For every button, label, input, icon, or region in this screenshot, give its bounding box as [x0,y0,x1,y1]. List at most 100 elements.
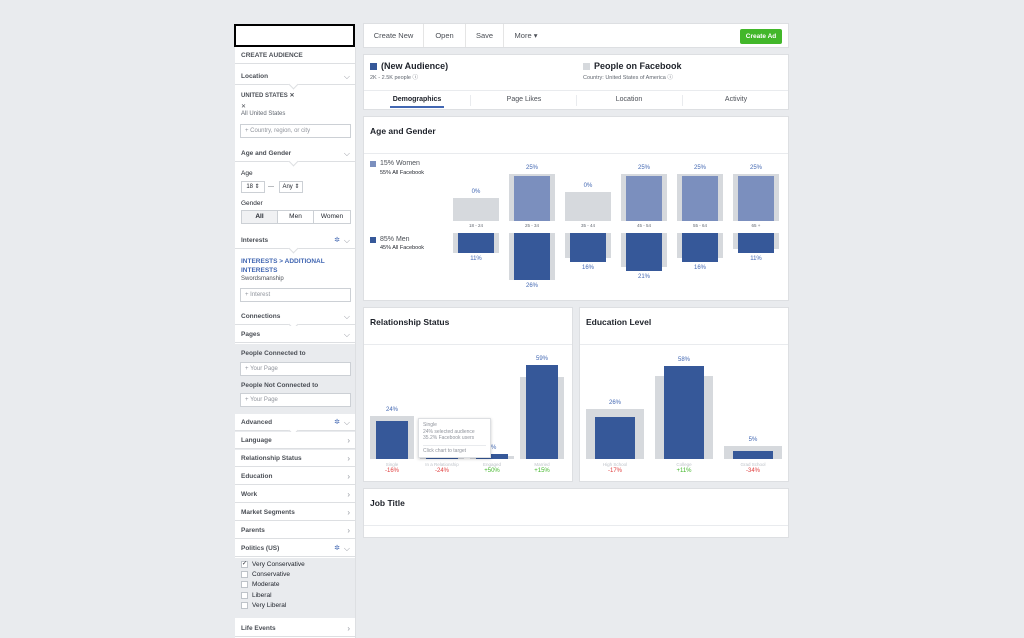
men-bar[interactable] [570,233,606,262]
tab-page-likes[interactable]: Page Likes [506,96,542,103]
remove-country-icon[interactable]: ✕ [289,93,295,99]
card-divider [364,344,572,345]
gender-label: Gender [241,200,263,207]
politics-option-label: Very Liberal [252,602,287,610]
change-label: +50% [484,468,500,474]
chevron-down-icon: ⌵ [343,330,350,339]
politics-option[interactable]: ✓ Very Conservative [241,561,305,568]
section-label: Location [241,73,269,80]
create-new-button[interactable]: Create New [364,24,424,47]
checkbox[interactable] [241,581,248,589]
sidebar-section-advanced[interactable]: Advanced ✲ ⌵ [235,414,355,436]
women-bar[interactable] [738,176,774,221]
audience-bar[interactable] [476,454,508,459]
sidebar-item-language[interactable]: Language › [235,432,355,449]
not-connected-page-input[interactable]: + Your Page [240,393,351,407]
more-menu-button[interactable]: More ▾ [514,31,538,40]
women-bar[interactable] [682,176,718,221]
pct-label: 3% [487,445,497,452]
age-tick-label: 18 - 24 [468,223,483,228]
chevron-right-icon: › [347,526,350,535]
interest-input[interactable]: + Interest [240,288,351,302]
tab-activity[interactable]: Activity [724,96,748,103]
age-label: Age [241,170,253,177]
gear-icon[interactable]: ✲ [334,237,340,244]
checkbox[interactable] [241,591,248,599]
gender-women-button[interactable]: Women [320,213,344,220]
location-input[interactable]: + Country, region, or city [240,124,351,138]
new-audience-size: 2K - 2.5K people ⓘ [370,73,418,81]
gear-icon[interactable]: ✲ [334,545,340,552]
chevron-right-icon: › [347,490,350,499]
country-text: Country: United States of America [583,75,666,81]
age-gender-card: Age and Gender 15% Women 55% All Faceboo… [363,116,789,301]
sidebar-item-market-segments[interactable]: Market Segments › [235,504,355,521]
checkbox[interactable]: ✓ [241,561,248,568]
notch [288,156,299,167]
sidebar-section-age-gender[interactable]: Age and Gender ⌵ [235,145,355,167]
women-bar[interactable] [626,176,662,221]
gender-all-button[interactable]: All [242,211,278,223]
men-bar[interactable] [682,233,718,262]
age-tick-label: 55 - 64 [692,223,707,228]
men-label: 85% Men [380,236,410,243]
section-label: Relationship Status [241,455,302,462]
connected-page-input[interactable]: + Your Page [240,362,351,376]
sidebar-item-life-events[interactable]: Life Events › [235,620,355,637]
men-bar[interactable] [626,233,662,271]
politics-option[interactable]: Very Liberal [241,601,287,610]
sidebar-section-interests[interactable]: Interests ✲ ⌵ [235,232,355,254]
audience-bar[interactable] [526,364,558,459]
chart-tooltip: Single 24% selected audience 35.2% Faceb… [418,418,491,458]
sidebar-item-education[interactable]: Education › [235,468,355,485]
women-bar[interactable] [514,176,550,221]
sidebar-section-location[interactable]: Location ⌵ [235,68,355,90]
age-tick-label: 45 - 54 [636,223,651,228]
politics-option[interactable]: Conservative [241,571,290,578]
audience-bar[interactable] [595,417,635,459]
audience-bar[interactable] [376,420,408,459]
women-swatch [370,161,376,167]
card-title: Education Level [586,317,652,327]
politics-option[interactable]: Liberal [241,591,272,599]
sidebar-item-parents[interactable]: Parents › [235,522,355,539]
age-from-select[interactable]: 18 ⇕ [241,181,265,193]
country-tag: UNITED STATES ✕ [235,92,355,99]
sidebar-item-relationship[interactable]: Relationship Status › [235,450,355,467]
men-bar[interactable] [514,233,550,280]
create-ad-button[interactable]: Create Ad [740,29,782,44]
audience-name-input[interactable] [234,24,355,47]
tab-location[interactable]: Location [615,96,643,103]
politics-option-label: Liberal [252,591,272,599]
section-label: Age and Gender [241,150,292,157]
sidebar-section-connections[interactable]: Connections ⌵ [235,308,355,330]
card-divider [364,525,788,526]
sidebar-item-work[interactable]: Work › [235,486,355,503]
sidebar-section-pages[interactable]: Pages ⌵ [235,326,355,343]
chevron-down-icon: ⌵ [343,418,350,427]
tooltip-line: 35.2% Facebook users [423,435,475,441]
age-to-select[interactable]: Any ⇕ [279,181,303,193]
tab-demographics[interactable]: Demographics [390,96,444,108]
audience-bar[interactable] [664,366,704,459]
interests-breadcrumb[interactable]: INTERESTS > ADDITIONAL INTERESTS [241,258,325,274]
women-pct-label: 0% [471,188,481,195]
audience-bar[interactable] [733,451,773,459]
gear-icon[interactable]: ✲ [334,419,340,426]
interest-placeholder: Interest [250,292,271,298]
remove-region-icon[interactable]: ✕ [241,104,247,110]
open-button[interactable]: Open [424,24,466,47]
chevron-down-icon: ⌵ [343,72,350,81]
men-bar[interactable] [458,233,494,253]
politics-option[interactable]: Moderate [241,581,279,589]
men-bar[interactable] [738,233,774,253]
women-label: 15% Women [380,160,420,167]
sidebar-section-politics[interactable]: Politics (US) ✲ ⌵ [235,540,355,557]
save-button[interactable]: Save [466,24,504,47]
facebook-bar-women [453,197,499,221]
gender-men-button[interactable]: Men [278,211,314,223]
checkbox[interactable] [241,571,248,579]
category-label: Single [385,462,399,467]
checkbox[interactable] [241,601,248,609]
pct-label: 26% [608,400,621,407]
